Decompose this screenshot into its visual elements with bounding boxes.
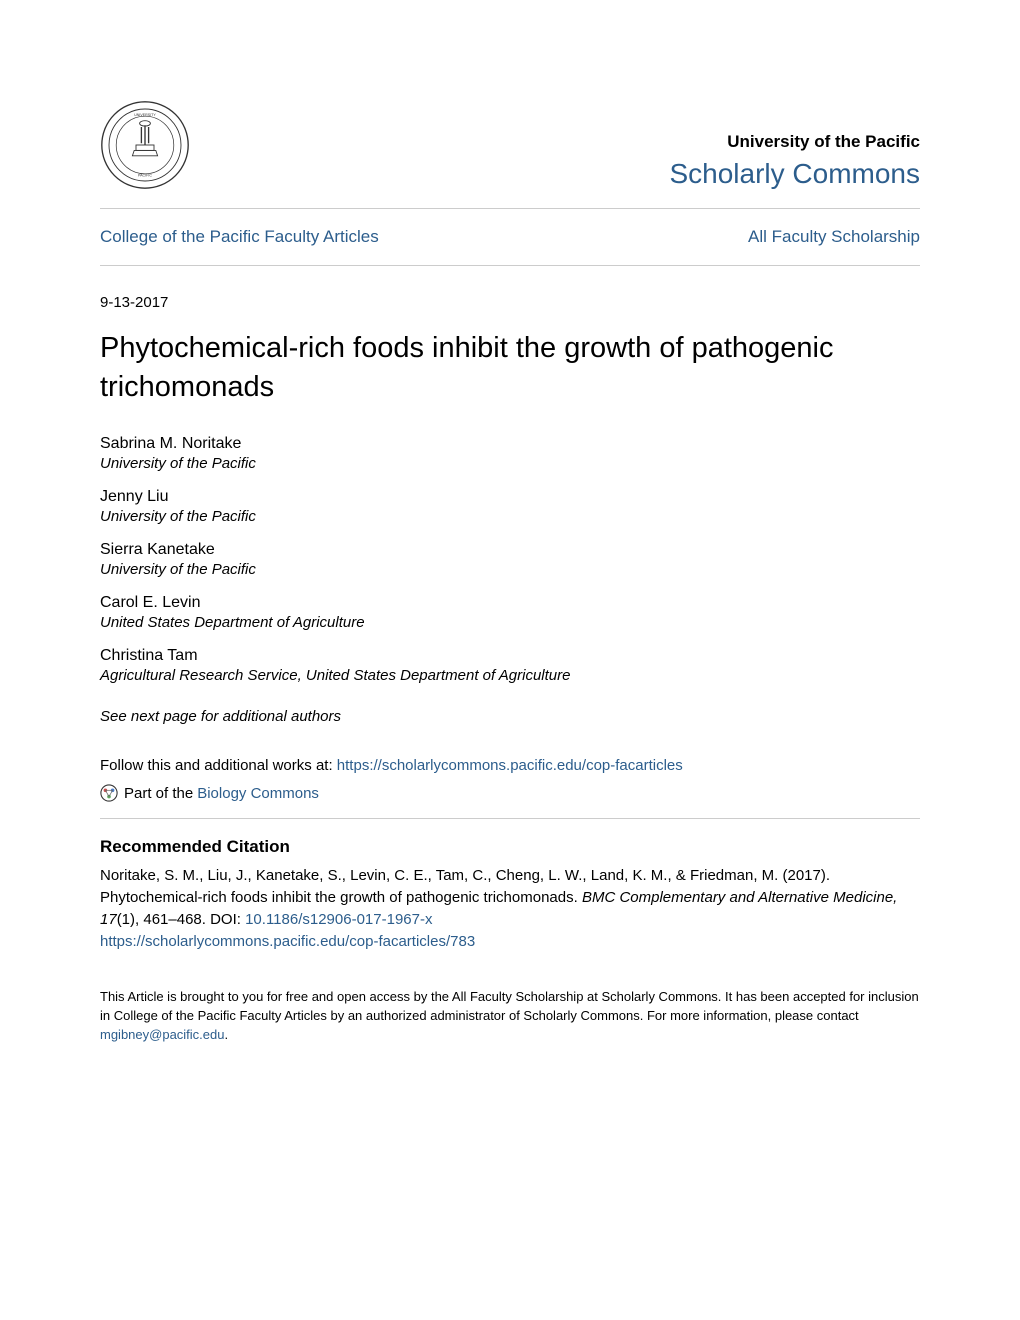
author-name: Sierra Kanetake <box>100 541 920 559</box>
author-affiliation: University of the Pacific <box>100 561 920 578</box>
svg-text:UNIVERSITY: UNIVERSITY <box>134 113 156 117</box>
follow-url-link[interactable]: https://scholarlycommons.pacific.edu/cop… <box>337 757 683 774</box>
author-affiliation: Agricultural Research Service, United St… <box>100 667 920 684</box>
header-right: University of the Pacific Scholarly Comm… <box>669 132 920 190</box>
section-divider <box>100 818 920 819</box>
citation-text: Noritake, S. M., Liu, J., Kanetake, S., … <box>100 865 920 952</box>
breadcrumb-nav: College of the Pacific Faculty Articles … <box>100 209 920 266</box>
doi-link[interactable]: 10.1186/s12906-017-1967-x <box>245 911 432 928</box>
contact-email-link[interactable]: mgibney@pacific.edu <box>100 1027 224 1042</box>
footer-suffix: . <box>224 1027 228 1042</box>
publication-date: 9-13-2017 <box>100 294 920 311</box>
author-block: Sabrina M. Noritake University of the Pa… <box>100 435 920 472</box>
repository-link[interactable]: https://scholarlycommons.pacific.edu/cop… <box>100 933 475 950</box>
site-name-link[interactable]: Scholarly Commons <box>669 158 920 190</box>
author-name: Christina Tam <box>100 647 920 665</box>
follow-prefix: Follow this and additional works at: <box>100 757 337 774</box>
page-header: UNIVERSITY PACIFIC University of the Pac… <box>100 100 920 209</box>
author-affiliation: University of the Pacific <box>100 455 920 472</box>
network-commons-icon <box>100 784 118 802</box>
article-title: Phytochemical-rich foods inhibit the gro… <box>100 329 920 407</box>
university-seal-icon: UNIVERSITY PACIFIC <box>100 100 190 190</box>
author-name: Sabrina M. Noritake <box>100 435 920 453</box>
author-block: Carol E. Levin United States Department … <box>100 594 920 631</box>
author-name: Carol E. Levin <box>100 594 920 612</box>
svg-text:PACIFIC: PACIFIC <box>138 174 152 178</box>
all-scholarship-link[interactable]: All Faculty Scholarship <box>748 227 920 247</box>
author-affiliation: University of the Pacific <box>100 508 920 525</box>
university-name: University of the Pacific <box>669 132 920 152</box>
partof-prefix: Part of the <box>124 785 193 802</box>
commons-discipline-link[interactable]: Biology Commons <box>197 785 319 802</box>
recommended-citation-heading: Recommended Citation <box>100 837 920 857</box>
see-next-page-note: See next page for additional authors <box>100 708 920 725</box>
access-statement: This Article is brought to you for free … <box>100 988 920 1045</box>
author-block: Sierra Kanetake University of the Pacifi… <box>100 541 920 578</box>
citation-issue-pages: (1), 461–468. DOI: <box>117 911 245 928</box>
author-block: Jenny Liu University of the Pacific <box>100 488 920 525</box>
author-name: Jenny Liu <box>100 488 920 506</box>
author-affiliation: United States Department of Agriculture <box>100 614 920 631</box>
follow-works-line: Follow this and additional works at: htt… <box>100 757 920 774</box>
collection-link[interactable]: College of the Pacific Faculty Articles <box>100 227 379 247</box>
part-of-line: Part of the Biology Commons <box>100 784 920 802</box>
author-block: Christina Tam Agricultural Research Serv… <box>100 647 920 684</box>
footer-body: This Article is brought to you for free … <box>100 989 919 1023</box>
